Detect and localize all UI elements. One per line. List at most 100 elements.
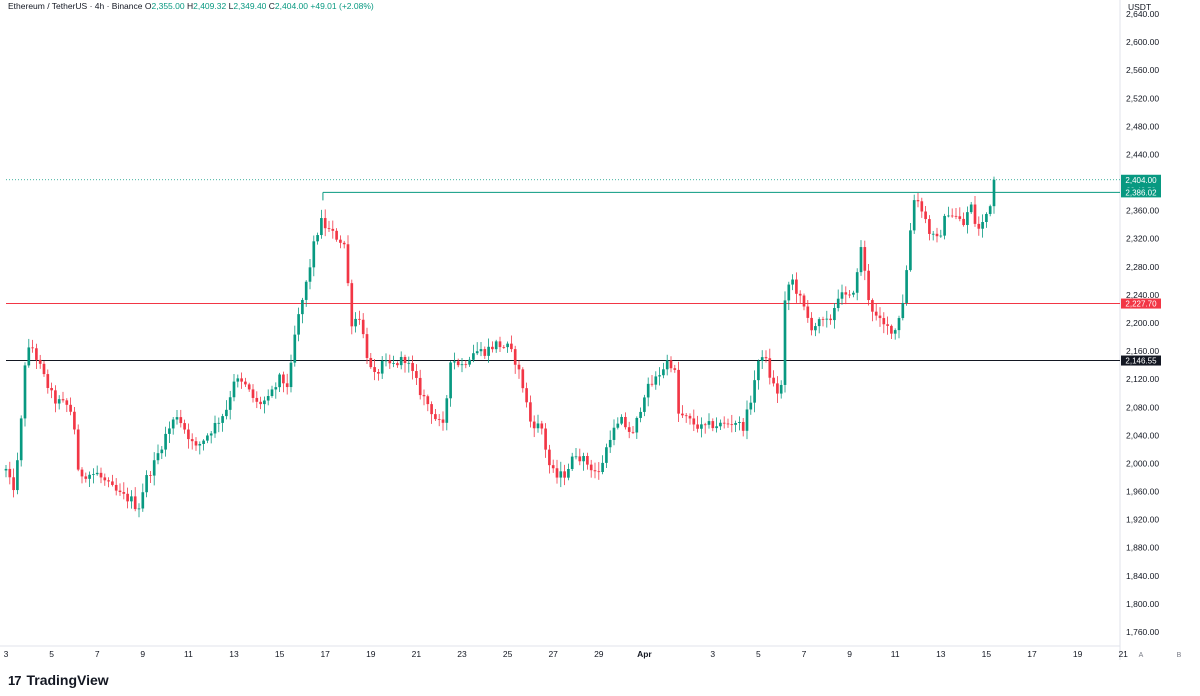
candle-body [890, 325, 893, 334]
candle-body [453, 361, 456, 363]
candle-body [456, 361, 460, 366]
candle-body [935, 233, 939, 237]
candle-body [646, 383, 650, 398]
candle-body [403, 356, 407, 363]
tradingview-logo-icon: 17 [8, 672, 22, 688]
candle-body [168, 428, 171, 434]
candle-body [65, 400, 69, 405]
candle-body [517, 364, 521, 370]
axis-scale-button[interactable]: A [1139, 652, 1144, 659]
candle-body [988, 206, 992, 214]
y-tick-label: 1,960.00 [1126, 487, 1159, 497]
candle-body [859, 247, 863, 273]
y-tick-label: 1,880.00 [1126, 543, 1159, 553]
y-tick-label: 1,760.00 [1126, 627, 1159, 637]
candle-body [631, 431, 635, 433]
candle-body [658, 375, 661, 377]
candle-body [160, 449, 164, 454]
y-tick-label: 2,560.00 [1126, 65, 1159, 75]
candle-body [593, 470, 597, 472]
candle-body [764, 357, 768, 359]
candle-body [270, 389, 274, 397]
candle-body [627, 427, 631, 432]
candle-body [472, 353, 475, 360]
x-tick-label: 11 [891, 649, 900, 659]
tradingview-brand[interactable]: 17 TradingView [8, 670, 109, 690]
candle-body [84, 476, 88, 479]
candle-body [498, 341, 502, 348]
time-axis[interactable]: 3 5 7 9 11 13 15 17 19 21 23 25 27 29 Apr 3 5 7 9 11 13 15 17 1… [4, 649, 1182, 659]
candle-body [669, 360, 673, 369]
candle-body [396, 363, 399, 366]
candle-body [183, 423, 186, 430]
candle-body [164, 433, 167, 450]
candle-body [684, 415, 688, 417]
x-tick-label: 21 [1118, 649, 1128, 659]
candle-body [673, 368, 677, 370]
candle-body [635, 417, 639, 433]
low-label: L [228, 1, 234, 11]
candle-body [418, 377, 422, 396]
candle-body [852, 292, 855, 295]
candle-body [399, 356, 403, 366]
candle-body [437, 419, 441, 420]
candle-body [209, 433, 213, 436]
candle-body [282, 374, 285, 384]
candle-body [662, 369, 665, 376]
x-tick-label: 5 [756, 649, 761, 659]
candle-body [468, 359, 471, 365]
candle-body [582, 456, 585, 462]
candle-body [415, 371, 418, 378]
candle-body [358, 318, 361, 320]
candle-body [118, 490, 122, 493]
x-tick-label: 9 [140, 649, 145, 659]
candle-body [202, 440, 205, 444]
x-tick-label: 19 [1073, 649, 1083, 659]
candle-body [236, 378, 240, 382]
x-tick-label: 23 [457, 649, 467, 659]
candle-body [559, 471, 563, 478]
candle-body [745, 409, 749, 431]
candle-body [912, 200, 916, 231]
candle-body [35, 348, 38, 360]
candle-body [962, 218, 965, 226]
candle-body [848, 294, 851, 296]
candle-body [700, 424, 703, 429]
candle-body [897, 318, 901, 331]
candle-body [16, 460, 19, 491]
candle-body [920, 201, 924, 212]
candle-body [958, 216, 962, 219]
candle-body [289, 362, 293, 388]
candle-body [251, 389, 255, 398]
candle-body [316, 235, 319, 242]
candle-body [992, 179, 996, 207]
y-tick-label: 1,800.00 [1126, 599, 1159, 609]
candle-body [152, 460, 156, 476]
candle-body [111, 481, 114, 485]
candle-body [703, 424, 707, 426]
candle-body [791, 279, 794, 285]
candle-body [388, 360, 392, 364]
candle-body [263, 400, 266, 405]
y-tick-label: 1,840.00 [1126, 571, 1159, 581]
candle-body [221, 416, 224, 423]
candle-body [198, 443, 202, 446]
candle-body [8, 468, 12, 478]
candle-body [829, 318, 832, 321]
candle-body [149, 475, 152, 476]
candle-body [373, 367, 376, 373]
candle-body [612, 427, 616, 440]
candle-body [639, 411, 642, 418]
candle-body [886, 324, 889, 326]
price-axis[interactable]: 2,640.00 2,600.00 2,560.00 2,520.00 2,480.00… [1126, 9, 1159, 637]
candle-body [555, 468, 559, 478]
axis-scale-button[interactable]: B [1177, 652, 1182, 659]
candle-body [339, 239, 342, 243]
candle-body [795, 279, 798, 294]
candle-body [308, 267, 312, 282]
candle-body [973, 204, 977, 224]
candle-body [130, 496, 133, 502]
